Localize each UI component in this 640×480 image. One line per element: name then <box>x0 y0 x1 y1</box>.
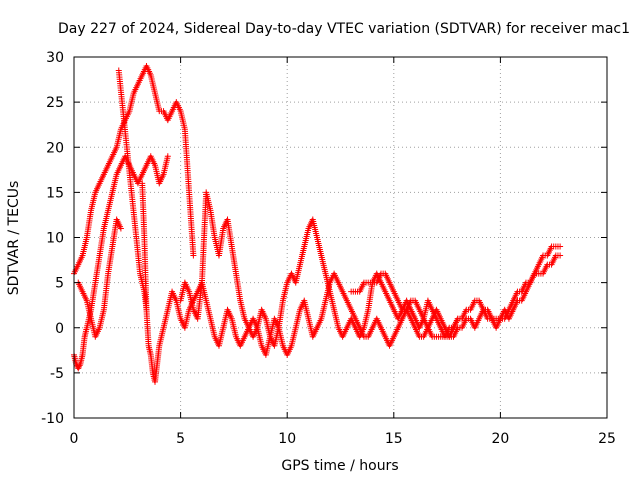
y-tick-label: -5 <box>50 366 64 382</box>
series-track-e <box>177 189 461 349</box>
y-tick-label: 10 <box>46 231 64 247</box>
y-tick-label: 5 <box>55 276 64 292</box>
data-point <box>117 225 124 232</box>
series-isolated <box>115 67 150 313</box>
y-tick-label: -10 <box>41 411 64 427</box>
data-point <box>190 252 197 259</box>
y-tick-label: 20 <box>46 140 64 156</box>
series-track-c <box>75 216 124 340</box>
chart-title: Day 227 of 2024, Sidereal Day-to-day VTE… <box>58 21 630 37</box>
data-point <box>557 252 564 259</box>
series-track-f <box>348 252 564 340</box>
x-axis-title: GPS time / hours <box>281 458 398 474</box>
axis-ticks <box>73 56 608 419</box>
x-tick-label: 15 <box>385 431 403 447</box>
data-point <box>557 243 564 250</box>
x-tick-label: 5 <box>176 431 185 447</box>
series-track-a <box>71 63 197 277</box>
x-tick-label: 25 <box>598 431 616 447</box>
x-tick-label: 20 <box>491 431 509 447</box>
x-tick-label: 0 <box>70 431 79 447</box>
y-tick-label: 0 <box>55 321 64 337</box>
x-tick-label: 10 <box>278 431 296 447</box>
y-tick-label: 25 <box>46 95 64 111</box>
tick-labels: 0 5 10 15 20 25 -10 -5 0 5 10 15 20 25 30 <box>41 50 616 447</box>
grid <box>74 57 607 418</box>
data-point <box>143 306 150 313</box>
y-tick-label: 30 <box>46 50 64 66</box>
y-tick-label: 15 <box>46 185 64 201</box>
data-point <box>164 153 171 160</box>
data-points <box>71 63 564 385</box>
y-axis-title: SDTVAR / TECUs <box>6 181 22 296</box>
